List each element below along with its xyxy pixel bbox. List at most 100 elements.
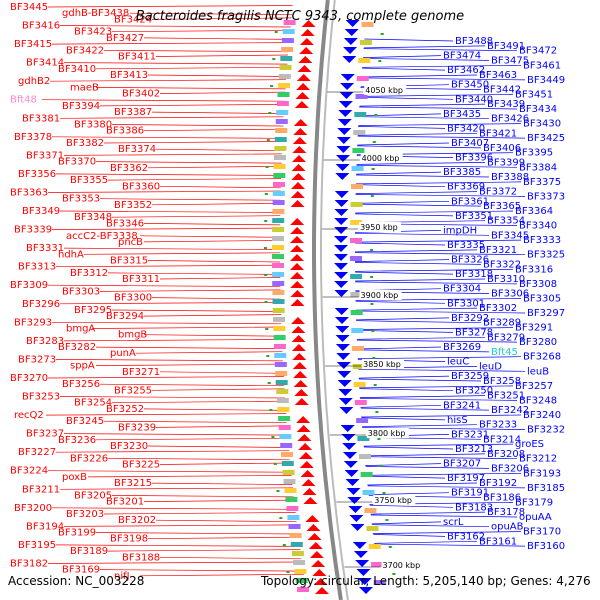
right-gene-label: BF3451: [515, 89, 553, 100]
forward-gene-arrow: [305, 515, 320, 522]
right-leader-line: [359, 395, 486, 398]
reverse-gene-arrow: [342, 56, 357, 63]
genome-backbone: [312, 0, 349, 600]
reverse-gene-arrow: [334, 236, 348, 243]
left-gene-label: BF3387: [114, 107, 152, 118]
right-leader-line: [355, 191, 478, 194]
forward-gene-arrow: [311, 560, 326, 567]
right-gene-label: BF3231: [451, 429, 489, 440]
left-gene-label: gdhB-BF3438: [62, 8, 129, 19]
marker-dot: [274, 31, 278, 33]
right-gene-label: BF3439: [487, 99, 525, 110]
figure-title: Bacteroides fragilis NCTC 9343, complete…: [135, 9, 465, 24]
right-leader-line: [355, 200, 450, 204]
feature-block: [274, 155, 286, 160]
forward-gene-arrow: [296, 83, 311, 90]
left-gene-label: BF3205: [74, 490, 112, 501]
left-gene-label: BF3211: [22, 484, 60, 495]
feature-block: [291, 551, 304, 556]
right-leader-line: [357, 349, 490, 353]
right-leader-line: [356, 317, 450, 321]
feature-block: [281, 38, 294, 43]
scale-label: 4050 kbp: [365, 86, 403, 95]
feature-block: [279, 65, 292, 70]
marker-dot: [266, 139, 270, 141]
reverse-gene-arrow: [339, 407, 354, 414]
left-gene-label: BF3339: [14, 225, 52, 236]
right-gene-label: BF3301: [447, 298, 485, 309]
left-leader-line: [107, 272, 281, 275]
right-gene-label: BF3278: [455, 327, 493, 338]
scale-label: 3950 kbp: [360, 223, 398, 232]
right-leader-line: [356, 330, 454, 333]
right-gene-label: BF3463: [479, 70, 517, 81]
right-gene-label: BF3434: [519, 104, 557, 115]
right-leader-line: [363, 48, 518, 52]
feature-block: [288, 524, 301, 529]
reverse-gene-arrow: [355, 560, 370, 567]
right-leader-line: [355, 181, 522, 185]
right-gene-label: BF3191: [451, 488, 489, 499]
left-leader-line: [143, 499, 295, 502]
right-leader-line: [357, 346, 442, 350]
right-gene-label: BF3372: [479, 187, 517, 198]
feature-block: [294, 569, 307, 574]
left-gene-label: BF3371: [26, 150, 64, 161]
feature-block: [293, 560, 306, 565]
feature-block: [371, 562, 384, 567]
right-leader-line: [361, 74, 478, 78]
left-gene-label: BF3182: [10, 559, 48, 570]
feature-block: [272, 290, 285, 295]
right-gene-label: BF3233: [479, 420, 517, 431]
left-leader-line: [111, 495, 294, 498]
left-gene-label: BF3445: [10, 2, 48, 13]
right-gene-label: BF3162: [447, 531, 485, 542]
right-leader-line: [356, 162, 486, 165]
left-gene-label: BF3312: [70, 268, 108, 279]
feature-block: [287, 515, 300, 520]
forward-gene-arrow: [290, 299, 305, 306]
left-gene-label: BF3283: [26, 336, 64, 347]
right-gene-label: BF3268: [523, 352, 561, 363]
forward-gene-arrow: [292, 353, 307, 360]
right-gene-label: BF3475: [491, 55, 529, 66]
right-gene-label: BF3488: [455, 36, 493, 47]
right-leader-line: [367, 482, 478, 486]
left-leader-line: [151, 17, 292, 20]
right-gene-label: BF3178: [487, 507, 525, 518]
reverse-gene-arrow: [334, 263, 348, 270]
right-leader-line: [356, 339, 518, 343]
right-gene-label: BF3375: [523, 177, 561, 188]
marker-dot: [265, 328, 269, 330]
right-gene-label: BF3302: [479, 303, 517, 314]
left-gene-label: BF3295: [74, 305, 112, 316]
right-gene-label: BF3186: [483, 493, 521, 504]
marker-dot: [276, 490, 280, 492]
right-gene-label: BF3248: [519, 395, 557, 406]
right-gene-label: BF3258: [483, 376, 521, 387]
feature-block: [272, 245, 284, 250]
left-gene-label: BF3381: [22, 113, 60, 124]
reverse-gene-arrow: [343, 461, 358, 468]
right-leader-line: [362, 64, 522, 68]
left-gene-label: BF3402: [122, 89, 160, 100]
right-leader-line: [357, 135, 526, 139]
feature-block: [273, 326, 286, 331]
left-gene-label: BF3245: [66, 416, 104, 427]
left-leader-line: [63, 339, 282, 342]
forward-gene-arrow: [299, 47, 314, 54]
left-leader-line: [55, 359, 283, 362]
right-gene-label: BF3430: [523, 119, 561, 130]
left-leader-line: [159, 91, 286, 94]
scale-label-bg: [366, 428, 409, 438]
reverse-gene-arrow: [334, 254, 348, 261]
right-gene-label: BF3322: [483, 259, 521, 270]
left-gene-label: BF3303: [62, 286, 100, 297]
right-gene-label: BF3241: [443, 400, 481, 411]
left-gene-label: poxB: [62, 472, 87, 483]
right-leader-line: [355, 184, 446, 188]
left-leader-line: [49, 79, 287, 82]
reverse-gene-arrow: [334, 290, 349, 297]
